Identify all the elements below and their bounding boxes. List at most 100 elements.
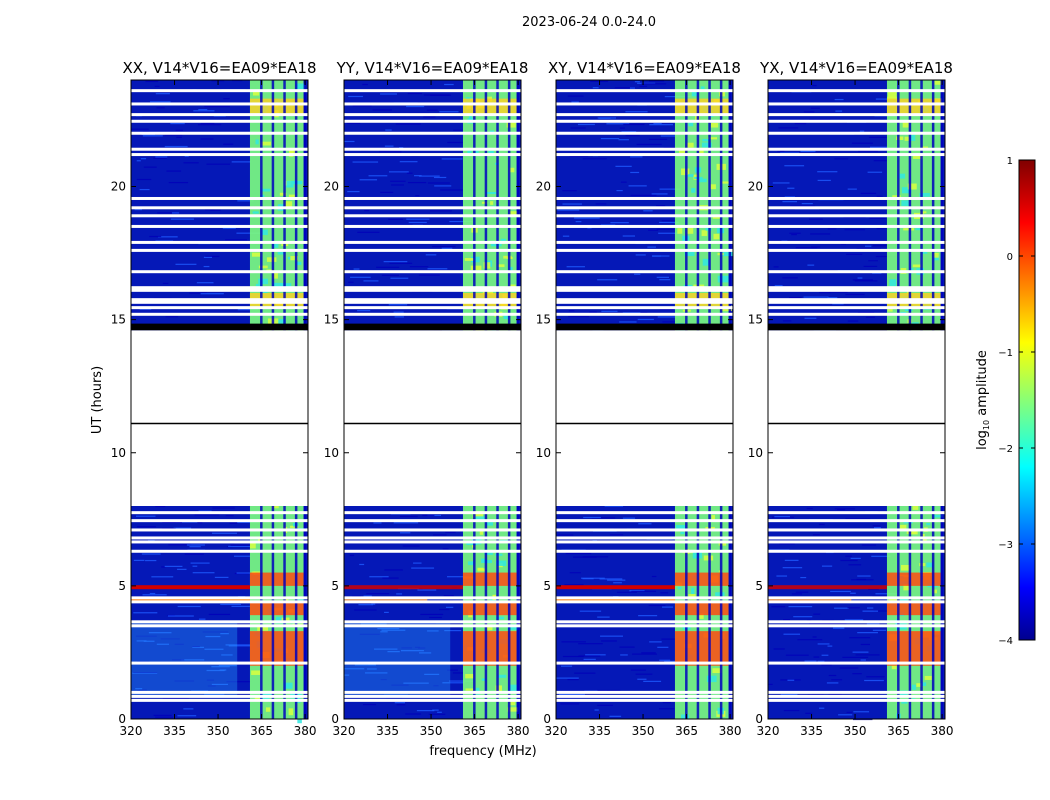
low-freq-haze bbox=[131, 620, 238, 698]
noise-streak bbox=[399, 161, 418, 163]
noise-streak bbox=[133, 612, 158, 614]
rfi-bright-block bbox=[462, 631, 517, 666]
noise-streak bbox=[399, 147, 404, 149]
panel-3: XY, V14*V16=EA09*EA18 320 335 350 365 380 0 5 10… bbox=[536, 59, 742, 738]
noise-streak bbox=[222, 227, 236, 229]
noise-streak bbox=[184, 155, 189, 157]
noise-streak bbox=[156, 107, 165, 109]
noise-streak bbox=[447, 669, 458, 671]
noise-streak bbox=[186, 544, 205, 546]
missing-row bbox=[344, 270, 521, 274]
noise-streak bbox=[828, 693, 842, 695]
noise-streak bbox=[867, 171, 883, 173]
y-tick-label: 0 bbox=[755, 712, 763, 726]
noise-streak bbox=[206, 163, 231, 165]
rfi-speckle bbox=[907, 183, 917, 190]
noise-streak bbox=[569, 572, 581, 574]
noise-streak bbox=[777, 150, 785, 152]
rfi-speckle bbox=[909, 134, 916, 141]
noise-streak bbox=[856, 578, 867, 581]
noise-streak bbox=[817, 171, 838, 173]
noise-streak bbox=[382, 577, 399, 579]
noise-streak bbox=[618, 139, 629, 141]
no-data-region bbox=[131, 423, 308, 506]
noise-streak bbox=[354, 664, 377, 666]
rfi-speckle bbox=[924, 675, 932, 680]
noise-streak bbox=[662, 701, 672, 704]
noise-streak bbox=[220, 633, 229, 635]
missing-row bbox=[768, 240, 945, 244]
noise-streak bbox=[578, 643, 603, 645]
panel-1: XX, V14*V16=EA09*EA18 320 335 350 365 380 0 5 10… bbox=[111, 59, 317, 738]
rfi-speckle bbox=[271, 504, 279, 509]
rfi-speckle bbox=[290, 525, 299, 528]
noise-streak bbox=[857, 277, 863, 279]
missing-row bbox=[556, 131, 733, 135]
missing-row bbox=[344, 131, 521, 135]
noise-streak bbox=[648, 604, 666, 607]
noise-streak bbox=[835, 110, 843, 112]
noise-streak bbox=[133, 559, 145, 562]
noise-streak bbox=[787, 679, 795, 681]
noise-streak bbox=[174, 680, 195, 682]
panel-frame bbox=[130, 79, 309, 720]
missing-row bbox=[556, 306, 733, 310]
noise-streak bbox=[198, 108, 208, 111]
noise-streak bbox=[363, 280, 379, 282]
noise-streak bbox=[208, 613, 231, 616]
noise-streak bbox=[660, 135, 679, 137]
noise-streak bbox=[620, 181, 627, 183]
noise-streak bbox=[414, 175, 422, 177]
x-tick-label: 320 bbox=[757, 724, 780, 738]
noise-streak bbox=[817, 179, 831, 182]
x-tick-label: 365 bbox=[250, 724, 273, 738]
noise-streak bbox=[135, 688, 143, 690]
noise-streak bbox=[795, 247, 818, 249]
rfi-lines bbox=[344, 585, 463, 602]
missing-row bbox=[344, 206, 521, 210]
noise-streak bbox=[380, 93, 398, 95]
colorbar-tick-label: −2 bbox=[998, 444, 1013, 455]
noise-streak bbox=[779, 543, 795, 545]
noise-streak bbox=[863, 265, 878, 267]
y-tick-label: 15 bbox=[111, 313, 126, 327]
noise-streak bbox=[443, 595, 454, 597]
noise-streak bbox=[855, 654, 880, 656]
no-data-region bbox=[344, 330, 521, 424]
noise-streak bbox=[828, 622, 847, 625]
noise-streak bbox=[661, 220, 681, 222]
missing-row bbox=[768, 298, 945, 302]
noise-streak bbox=[871, 555, 891, 557]
noise-streak bbox=[205, 635, 221, 638]
noise-streak bbox=[659, 279, 671, 281]
noise-streak bbox=[426, 109, 438, 111]
no-data-region bbox=[556, 423, 733, 506]
noise-streak bbox=[432, 245, 456, 248]
noise-streak bbox=[143, 640, 155, 642]
missing-row bbox=[556, 698, 733, 702]
noise-streak bbox=[177, 568, 187, 570]
rfi-speckle bbox=[721, 181, 729, 184]
noise-streak bbox=[420, 613, 444, 616]
rfi-speckle bbox=[926, 562, 933, 568]
noise-streak bbox=[371, 603, 376, 605]
missing-row bbox=[556, 300, 733, 304]
noise-streak bbox=[809, 218, 823, 220]
noise-streak bbox=[785, 654, 809, 656]
noise-streak bbox=[350, 276, 371, 278]
noise-streak bbox=[589, 311, 597, 313]
missing-row bbox=[344, 153, 521, 157]
noise-streak bbox=[165, 316, 179, 318]
noise-streak bbox=[391, 684, 409, 686]
missing-row bbox=[768, 600, 945, 604]
noise-streak bbox=[864, 679, 884, 682]
noise-streak bbox=[138, 689, 147, 691]
noise-streak bbox=[803, 296, 829, 298]
colorbar-tick-label: 0 bbox=[1007, 252, 1013, 263]
noise-streak bbox=[157, 212, 179, 214]
missing-row bbox=[344, 549, 521, 553]
colorbar-label: log10 amplitude bbox=[975, 350, 991, 450]
noise-streak bbox=[848, 564, 862, 566]
missing-row bbox=[768, 511, 945, 515]
noise-streak bbox=[873, 610, 893, 612]
